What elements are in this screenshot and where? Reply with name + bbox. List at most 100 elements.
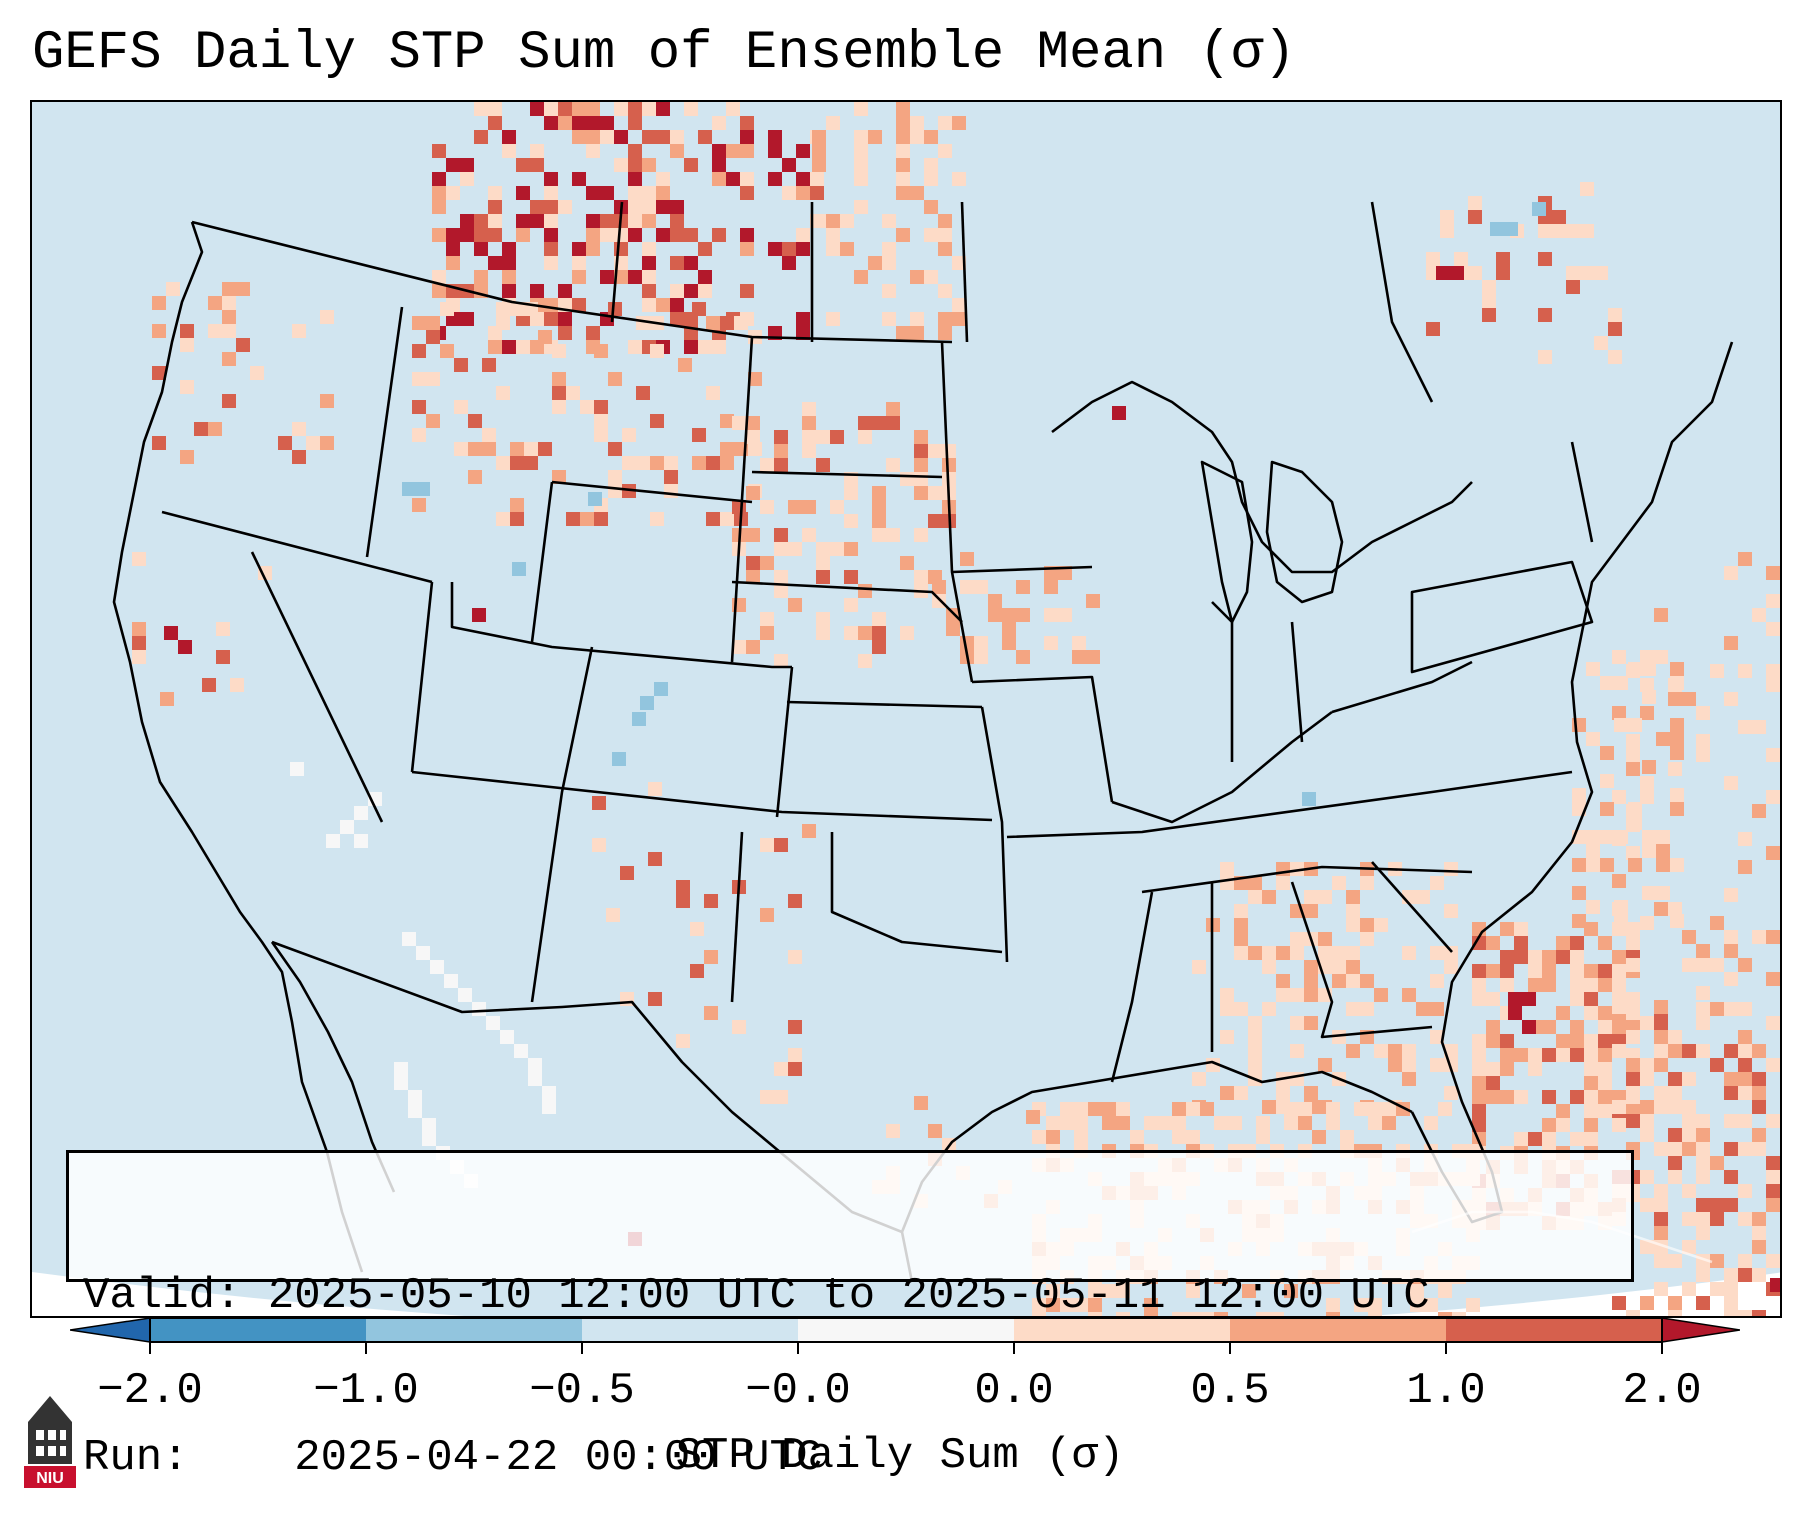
anomaly-cell (1346, 904, 1360, 918)
anomaly-cell (952, 298, 966, 312)
anomaly-cell (1682, 1072, 1696, 1086)
anomaly-cell (306, 436, 320, 450)
colorbar-ticks (149, 1342, 1663, 1354)
anomaly-cell (1710, 1282, 1724, 1296)
anomaly-cell (1214, 1116, 1228, 1130)
anomaly-cell (510, 456, 524, 470)
anomaly-cell (628, 144, 642, 158)
anomaly-cell (788, 894, 802, 908)
anomaly-cell (1640, 1100, 1654, 1114)
anomaly-cell (1626, 748, 1640, 762)
anomaly-cell (552, 372, 566, 386)
anomaly-cell (614, 228, 628, 242)
anomaly-cell (1116, 1284, 1130, 1298)
anomaly-cell (236, 282, 250, 296)
anomaly-cell (1556, 936, 1570, 950)
anomaly-cell (796, 228, 810, 242)
anomaly-cell (840, 242, 854, 256)
anomaly-cell (1486, 992, 1500, 1006)
anomaly-cell (1738, 1030, 1752, 1044)
anomaly-cell (1220, 1030, 1234, 1044)
anomaly-cell (642, 186, 656, 200)
anomaly-cell (1628, 802, 1642, 816)
anomaly-cell (692, 428, 706, 442)
anomaly-cell (882, 242, 896, 256)
anomaly-cell (1058, 608, 1072, 622)
anomaly-cell (1402, 946, 1416, 960)
anomaly-cell (1382, 1116, 1396, 1130)
anomaly-cell (1640, 790, 1654, 804)
anomaly-cell (932, 594, 946, 608)
anomaly-cell (1640, 1016, 1654, 1030)
anomaly-cell (988, 608, 1002, 622)
colorbar-bin-3 (582, 1318, 798, 1342)
anomaly-cell (1668, 1072, 1682, 1086)
anomaly-cell (1200, 1102, 1214, 1116)
anomaly-cell (1072, 636, 1086, 650)
anomaly-cell (1570, 1034, 1584, 1048)
anomaly-cell (1346, 946, 1360, 960)
anomaly-cell (496, 316, 510, 330)
anomaly-cell (1612, 1000, 1626, 1014)
anomaly-cell (1724, 972, 1738, 986)
anomaly-cell (1780, 594, 1782, 608)
anomaly-cell (1696, 748, 1710, 762)
anomaly-cell (152, 324, 166, 338)
anomaly-cell (1724, 1072, 1738, 1086)
anomaly-cell (1482, 280, 1496, 294)
anomaly-cell (1628, 816, 1642, 830)
anomaly-cell (530, 144, 544, 158)
anomaly-cell (1346, 974, 1360, 988)
anomaly-cell (1256, 1116, 1270, 1130)
anomaly-cell (812, 144, 826, 158)
anomaly-cell (1586, 844, 1600, 858)
anomaly-cell (1538, 350, 1552, 364)
anomaly-cell (1642, 844, 1656, 858)
anomaly-cell (1234, 1086, 1248, 1100)
anomaly-cell (740, 172, 754, 186)
anomaly-cell (1654, 1142, 1668, 1156)
anomaly-cell (1724, 1296, 1738, 1310)
anomaly-cell (1566, 280, 1580, 294)
anomaly-cell (816, 556, 830, 570)
state-border (161, 510, 433, 584)
anomaly-cell (732, 1020, 746, 1034)
anomaly-cell (656, 298, 670, 312)
anomaly-cell (1766, 1114, 1780, 1128)
anomaly-cell (1032, 1312, 1046, 1316)
anomaly-cell (830, 430, 844, 444)
anomaly-cell (1780, 1044, 1782, 1058)
anomaly-cell (760, 612, 774, 626)
anomaly-cell (1752, 1100, 1766, 1114)
anomaly-cell (454, 358, 468, 372)
anomaly-cell (572, 172, 586, 186)
anomaly-cell (1304, 1086, 1318, 1100)
anomaly-cell (782, 186, 796, 200)
anomaly-cell (1290, 932, 1304, 946)
anomaly-cell (746, 430, 760, 444)
anomaly-cell (1500, 1090, 1514, 1104)
anomaly-cell (1654, 902, 1668, 916)
anomaly-cell (1696, 1212, 1710, 1226)
anomaly-cell (1426, 322, 1440, 336)
anomaly-cell (1542, 1118, 1556, 1132)
anomaly-cell (1752, 1226, 1766, 1240)
state-border (530, 646, 594, 1003)
anomaly-cell (746, 528, 760, 542)
anomaly-cell (872, 640, 886, 654)
anomaly-cell (614, 242, 628, 256)
anomaly-cell (1696, 1002, 1710, 1016)
anomaly-cell (222, 394, 236, 408)
anomaly-cell (1482, 308, 1496, 322)
anomaly-cell (802, 824, 816, 838)
state-border (1211, 601, 1234, 762)
anomaly-cell (502, 256, 516, 270)
anomaly-cell (740, 144, 754, 158)
anomaly-cell (1738, 1254, 1752, 1268)
anomaly-cell (1628, 718, 1642, 732)
anomaly-cell (1220, 1002, 1234, 1016)
anomaly-cell (474, 214, 488, 228)
anomaly-cell (1144, 1298, 1158, 1312)
anomaly-cell (1766, 1198, 1780, 1212)
anomaly-cell (1570, 950, 1584, 964)
